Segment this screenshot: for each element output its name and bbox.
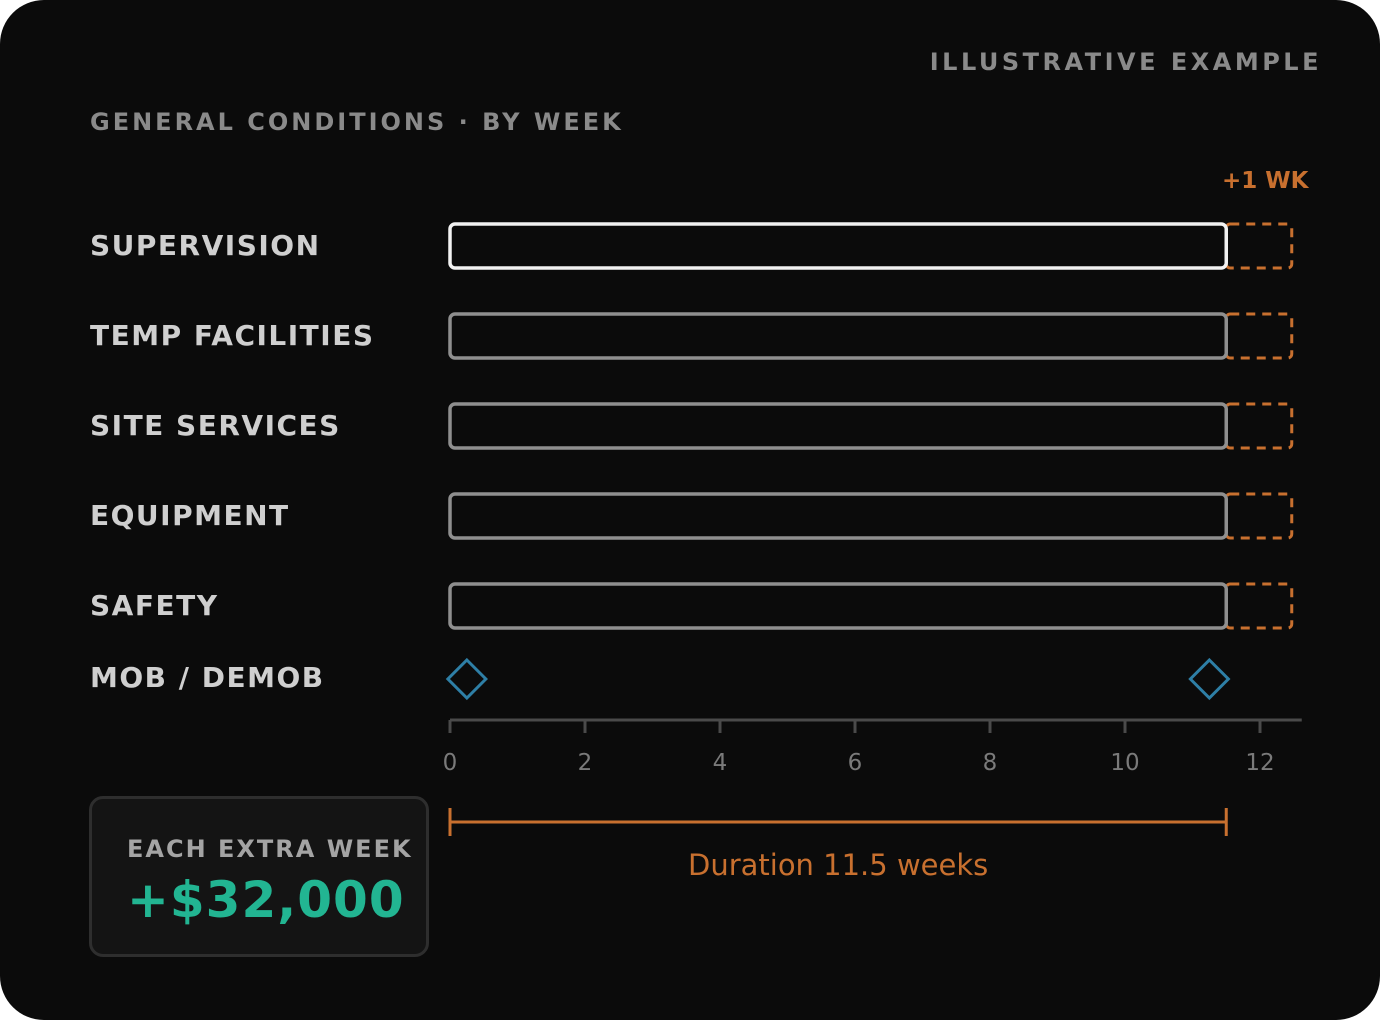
- extension-bar: [1224, 492, 1294, 540]
- x-axis: 0 2 4 6 8 10 12: [443, 718, 1302, 776]
- x-tick-label: 8: [983, 750, 998, 776]
- extension-tag: +1 WK: [1222, 168, 1309, 194]
- x-tick-label: 10: [1110, 750, 1139, 776]
- row-label-equipment: EQUIPMENT: [90, 499, 290, 532]
- row-label-supervision: SUPERVISION: [90, 229, 321, 262]
- duration-bar: [448, 582, 1228, 630]
- x-tick-label: 0: [443, 750, 458, 776]
- milestone-diamond: [1188, 657, 1231, 701]
- duration-label: Duration 11.5 weeks: [688, 848, 988, 882]
- milestone-diamond: [445, 657, 488, 701]
- duration-bar: [448, 492, 1228, 540]
- row-label-safety: SAFETY: [90, 589, 219, 622]
- cost-label: EACH EXTRA WEEK: [127, 835, 413, 863]
- duration-bar: [448, 312, 1228, 360]
- x-tick-label: 4: [713, 750, 728, 776]
- duration-bar: [448, 402, 1228, 450]
- x-tick-label: 2: [578, 750, 593, 776]
- extension-bar: [1224, 222, 1294, 270]
- duration-bracket: Duration 11.5 weeks: [448, 808, 1228, 882]
- row-label-mob-demob: MOB / DEMOB: [90, 661, 325, 694]
- cost-callout: EACH EXTRA WEEK +$32,000: [89, 796, 429, 957]
- x-tick-label: 12: [1245, 750, 1274, 776]
- extension-bar: [1224, 402, 1294, 450]
- illustrative-badge: ILLUSTRATIVE EXAMPLE: [929, 48, 1322, 76]
- x-tick-label: 6: [848, 750, 863, 776]
- duration-bar: [448, 222, 1228, 270]
- extension-bar: [1224, 312, 1294, 360]
- cost-value: +$32,000: [127, 871, 405, 929]
- row-label-temp-facilities: TEMP FACILITIES: [90, 319, 375, 352]
- chart-subtitle: GENERAL CONDITIONS · BY WEEK: [90, 108, 624, 136]
- extension-bar: [1224, 582, 1294, 630]
- row-label-site-services: SITE SERVICES: [90, 409, 341, 442]
- bar-group: [448, 222, 1294, 630]
- milestone-group: [445, 657, 1231, 701]
